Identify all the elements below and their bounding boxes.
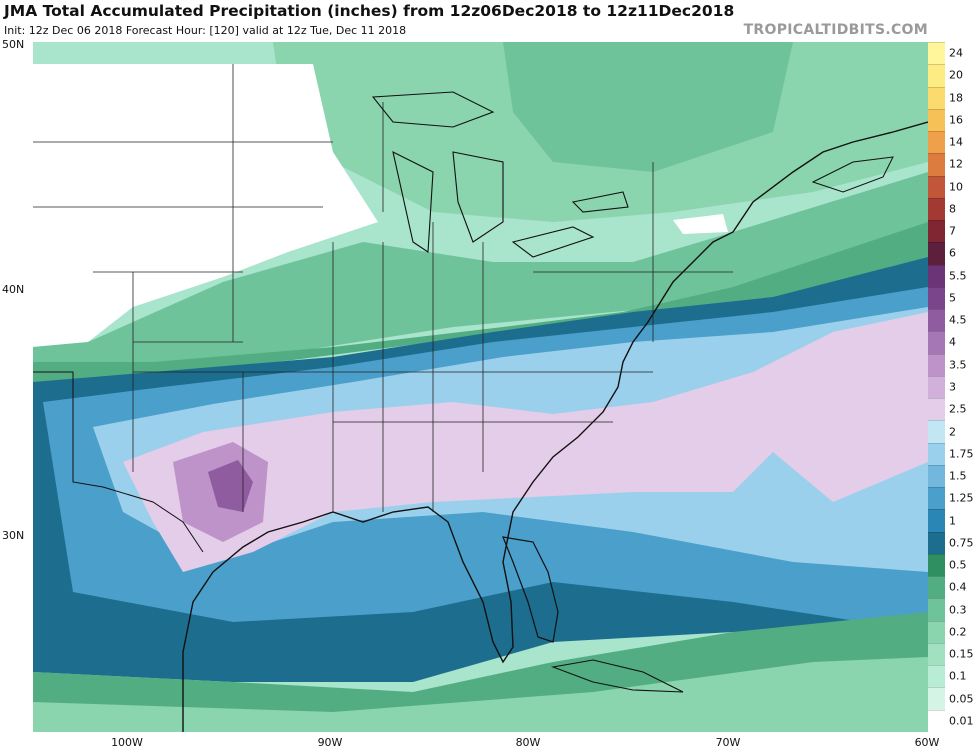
colorbar-label: 0.3 [949,603,967,617]
lon-label-70w: 70W [715,736,741,749]
colorbar-swatch [928,220,945,243]
colorbar-label: 20 [949,68,963,82]
precip-colorbar: 0.01 0.05 0.1 0.15 0.2 0.3 0.4 0.5 0.75 1 1.25 1.5 1… [928,42,978,732]
colorbar-label: 18 [949,91,963,105]
site-watermark: TROPICALTIDBITS.COM [743,22,928,38]
cuba-outline [550,659,684,693]
texas-core [208,460,253,512]
colorbar-label: 0.1 [949,669,967,683]
colorbar-label: 0.5 [949,558,967,572]
green-band-1 [33,172,928,382]
colorbar-swatch [928,420,945,443]
mexico-border [33,371,204,553]
north-core [503,42,793,172]
lat-label-40n: 40N [2,283,25,296]
colorbar-label: 12 [949,157,963,171]
colorbar-swatch [928,687,945,710]
pink-band [123,312,928,572]
map-title: JMA Total Accumulated Precipitation (inc… [4,2,735,20]
colorbar-swatch [928,598,945,621]
colorbar-label: 0.15 [949,647,974,661]
colorbar-swatch [928,531,945,554]
colorbar-label: 5.5 [949,269,967,283]
colorbar-swatch [928,86,945,109]
colorbar-label: 4.5 [949,313,967,327]
colorbar-swatch [928,353,945,376]
florida-outline [502,536,559,643]
colorbar-label: 16 [949,113,963,127]
colorbar-swatch [928,398,945,421]
lat-label-50n: 50N [2,38,25,51]
colorbar-label: 0.05 [949,692,974,706]
colorbar-swatch [928,197,945,221]
colorbar-swatch [928,709,945,732]
colorbar-label: 6 [949,246,956,260]
great-lakes [371,91,629,258]
colorbar-label: 24 [949,46,963,60]
map-svg [33,42,928,732]
colorbar-swatch [928,642,945,666]
colorbar-label: 14 [949,135,963,149]
colorbar-swatch [928,286,945,310]
south-light [33,657,928,732]
colorbar-label: 4 [949,335,956,349]
colorbar-label: 2.5 [949,402,967,416]
colorbar-label: 8 [949,202,956,216]
colorbar-label: 0.2 [949,625,967,639]
lat-label-30n: 30N [2,529,25,542]
colorbar-swatch [928,242,945,265]
colorbar-label: 1.5 [949,469,967,483]
colorbar-swatch [928,442,945,465]
lon-label-60w: 60W [914,736,940,749]
colorbar-swatch [928,509,945,532]
colorbar-swatch [928,665,945,688]
colorbar-swatch [928,42,945,65]
colorbar-label: 3 [949,380,956,394]
colorbar-swatch [928,131,945,154]
colorbar-label: 1 [949,514,956,528]
colorbar-swatch [928,576,945,599]
colorbar-swatch [928,108,945,132]
colorbar-label: 0.4 [949,580,967,594]
colorbar-label: 10 [949,180,963,194]
colorbar-label: 2 [949,425,956,439]
colorbar-label: 1.75 [949,447,974,461]
new-england-patch [673,214,728,234]
forecast-info: Init: 12z Dec 06 2018 Forecast Hour: [12… [4,24,407,37]
lon-label-100w: 100W [111,736,143,749]
colorbar-swatch [928,175,945,198]
nova-scotia-outline [811,156,894,193]
colorbar-label: 5 [949,291,956,305]
colorbar-label: 0.75 [949,536,974,550]
colorbar-swatch [928,309,945,332]
colorbar-label: 7 [949,224,956,238]
colorbar-label: 0.01 [949,714,974,728]
colorbar-label: 3.5 [949,358,967,372]
lon-label-80w: 80W [515,736,541,749]
colorbar-swatch [928,464,945,488]
lon-label-90w: 90W [317,736,343,749]
state-borders [33,64,733,512]
colorbar-swatch [928,64,945,87]
colorbar-label: 1.25 [949,491,974,505]
coastline [182,121,928,732]
dry-area [33,64,378,347]
colorbar-swatch [928,375,945,399]
colorbar-swatch [928,487,945,510]
colorbar-swatch [928,264,945,287]
colorbar-swatch [928,331,945,354]
colorbar-swatch [928,620,945,643]
colorbar-swatch [928,153,945,176]
colorbar-swatch [928,553,945,577]
precipitation-map [33,42,928,732]
